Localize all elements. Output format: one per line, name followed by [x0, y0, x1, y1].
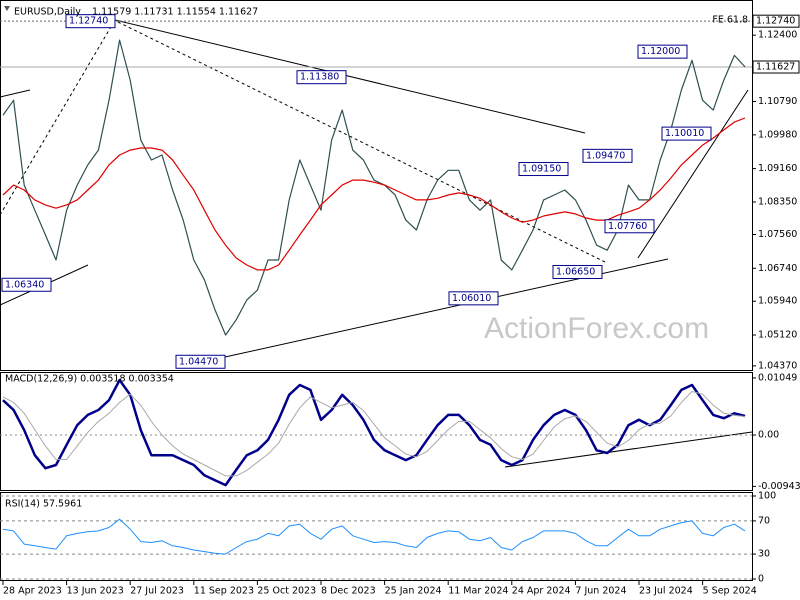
annotation-box: [65, 14, 116, 29]
x-tick-label: 11 Sep 2023: [194, 586, 254, 597]
x-tick-label: 7 Jun 2024: [575, 586, 626, 597]
annotation: 1.12000: [641, 46, 680, 57]
y-tick-label: 1.05940: [758, 296, 797, 307]
annotation: 1.10010: [665, 128, 704, 139]
panel-title: MACD(12,26,9) 0.003518 0.003354: [5, 374, 174, 385]
x-tick-label: 27 Jul 2023: [130, 586, 184, 597]
price-box: [752, 60, 800, 74]
y-tick-label: 1.06740: [758, 263, 797, 274]
trendline: [504, 431, 753, 468]
y-tick-label: 0.00: [758, 430, 779, 441]
series-line: [2, 378, 746, 487]
annotation-box: [552, 264, 603, 279]
annotation-box: [604, 219, 655, 234]
menu-icon: [4, 6, 10, 11]
y-tick-label: 1.08350: [758, 196, 797, 207]
x-tick-label: 11 Mar 2024: [448, 586, 508, 597]
annotation-box: [1, 277, 52, 292]
annotation: 1.06650: [556, 266, 595, 277]
annotation-box: [448, 291, 499, 306]
y-tick-label: 1.04370: [758, 360, 797, 371]
y-tick-label: 0: [758, 574, 764, 585]
annotation: 1.09470: [586, 150, 625, 161]
x-tick-label: 25 Oct 2023: [257, 586, 316, 597]
trendline: [0, 89, 31, 98]
panel-title: EURUSD,Daily: [14, 7, 81, 18]
annotation: 1.06340: [5, 279, 44, 290]
rsi-panel: [0, 492, 753, 581]
y-tick-label: 1.07560: [758, 229, 797, 240]
fe-label: FE 61.8: [712, 15, 748, 26]
y-tick-label: 1.09980: [758, 129, 797, 140]
series-line: [2, 39, 746, 336]
y-tick-label: 1.10790: [758, 96, 797, 107]
series-line: [2, 117, 746, 271]
annotation-box: [175, 354, 226, 369]
y-tick-label: -0.009435: [758, 481, 800, 492]
annotation: 1.04470: [179, 356, 218, 367]
annotation: 1.09150: [522, 164, 561, 175]
x-tick-label: 5 Sep 2024: [703, 586, 757, 597]
annotation: 1.11380: [300, 72, 339, 83]
y-tick-label: 1.09160: [758, 163, 797, 174]
y-tick-label: 1.12400: [758, 30, 797, 41]
watermark: ActionForex.com: [484, 312, 709, 345]
price-panel: [0, 0, 753, 371]
trendline: [114, 19, 586, 134]
y-tick-label: 70: [758, 515, 770, 526]
annotation-box: [518, 162, 569, 177]
annotation: 1.06010: [452, 293, 491, 304]
trendline: [637, 89, 749, 259]
annotation: 1.07760: [608, 221, 647, 232]
annotation-box: [637, 44, 688, 59]
x-tick-label: 28 Apr 2023: [3, 586, 62, 597]
panel-title: RSI(14) 57.5961: [5, 499, 82, 510]
x-tick-label: 24 Apr 2024: [512, 586, 571, 597]
x-tick-label: 13 Jun 2023: [67, 586, 124, 597]
panel-subtitle: 1.11579 1.11731 1.11554 1.11627: [92, 7, 258, 18]
x-tick-label: 25 Jan 2024: [385, 586, 442, 597]
panel-frames: [0, 0, 753, 581]
price-box-label: 1.11627: [756, 62, 795, 73]
y-tick-label: 100: [758, 491, 776, 502]
price-box: [752, 14, 800, 28]
y-tick-label: 0.01049: [758, 372, 797, 383]
annotation-box: [582, 148, 633, 163]
trendline: [0, 19, 116, 216]
annotation: 1.12740: [69, 16, 108, 27]
series-line: [2, 391, 746, 477]
macd-panel: [0, 372, 753, 491]
y-tick-label: 1.05120: [758, 329, 797, 340]
y-tick-label: 30: [758, 549, 770, 560]
annotation-box: [661, 126, 712, 141]
x-tick-label: 23 Jul 2024: [639, 586, 693, 597]
price-box-label: 1.12740: [756, 16, 795, 27]
x-tick-label: 8 Dec 2023: [321, 586, 376, 597]
series-line: [2, 518, 746, 555]
annotation-box: [296, 70, 347, 85]
